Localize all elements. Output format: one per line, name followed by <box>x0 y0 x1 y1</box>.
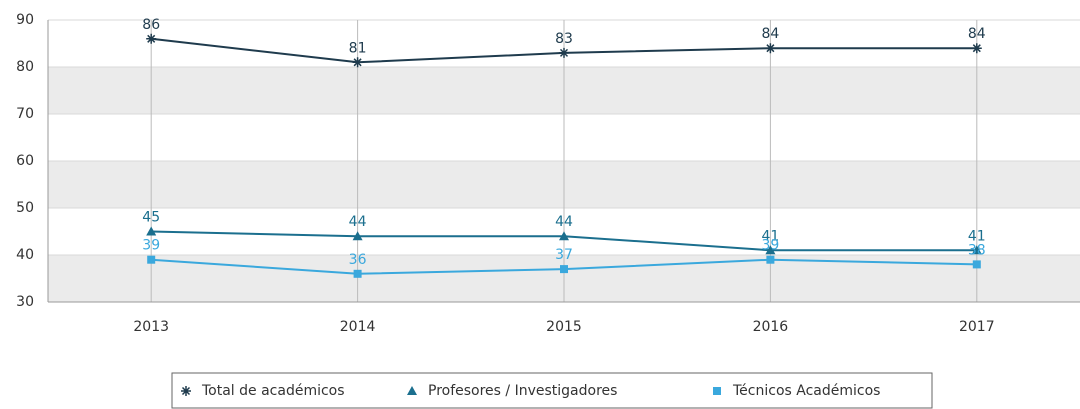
marker-star <box>971 43 982 54</box>
marker-triangle <box>971 245 982 255</box>
legend-label: Profesores / Investigadores <box>428 383 617 399</box>
marker-triangle <box>765 245 776 255</box>
marker-star <box>559 47 569 58</box>
marker-star <box>765 43 776 54</box>
data-label: 41 <box>761 228 779 244</box>
data-label: 84 <box>761 26 779 42</box>
data-label: 44 <box>349 214 367 230</box>
x-tick-label: 2015 <box>546 319 582 335</box>
data-label: 45 <box>142 210 160 226</box>
marker-triangle <box>146 226 157 236</box>
x-tick-label: 2016 <box>753 319 789 335</box>
marker-triangle <box>352 231 363 241</box>
marker-square <box>713 387 721 395</box>
x-tick-label: 2014 <box>340 319 376 335</box>
data-label: 39 <box>142 238 160 254</box>
legend-box <box>171 372 933 409</box>
data-label: 83 <box>555 31 573 47</box>
y-tick-label: 80 <box>16 59 34 75</box>
marker-star <box>146 33 157 44</box>
legend-item: Técnicos Académicos <box>713 383 880 399</box>
marker-triangle <box>407 386 417 395</box>
y-tick-label: 40 <box>16 247 34 263</box>
data-label: 37 <box>555 247 573 263</box>
y-tick-label: 30 <box>16 294 34 310</box>
legend-label: Total de académicos <box>201 383 345 399</box>
data-label: 36 <box>349 252 367 268</box>
y-tick-label: 50 <box>16 200 34 216</box>
legend-label: Técnicos Académicos <box>732 383 880 399</box>
legend-item: Total de académicos <box>181 383 345 399</box>
marker-square <box>972 260 981 269</box>
data-label: 81 <box>349 40 367 56</box>
marker-square <box>147 255 156 264</box>
data-label: 38 <box>968 242 986 258</box>
y-tick-label: 90 <box>16 12 34 28</box>
marker-square <box>766 255 775 264</box>
x-tick-label: 2013 <box>133 319 169 335</box>
x-tick-label: 2017 <box>959 319 995 335</box>
data-label: 86 <box>142 17 160 33</box>
marker-star <box>352 57 363 68</box>
legend-item: Profesores / Investigadores <box>407 383 617 399</box>
y-tick-label: 60 <box>16 153 34 169</box>
marker-square <box>560 265 568 274</box>
data-label: 44 <box>555 214 573 230</box>
marker-triangle <box>559 231 569 241</box>
marker-square <box>353 269 362 278</box>
marker-star <box>181 386 191 396</box>
data-label: 39 <box>761 238 779 254</box>
data-label: 84 <box>968 26 986 42</box>
y-tick-label: 70 <box>16 106 34 122</box>
data-label: 41 <box>968 228 986 244</box>
